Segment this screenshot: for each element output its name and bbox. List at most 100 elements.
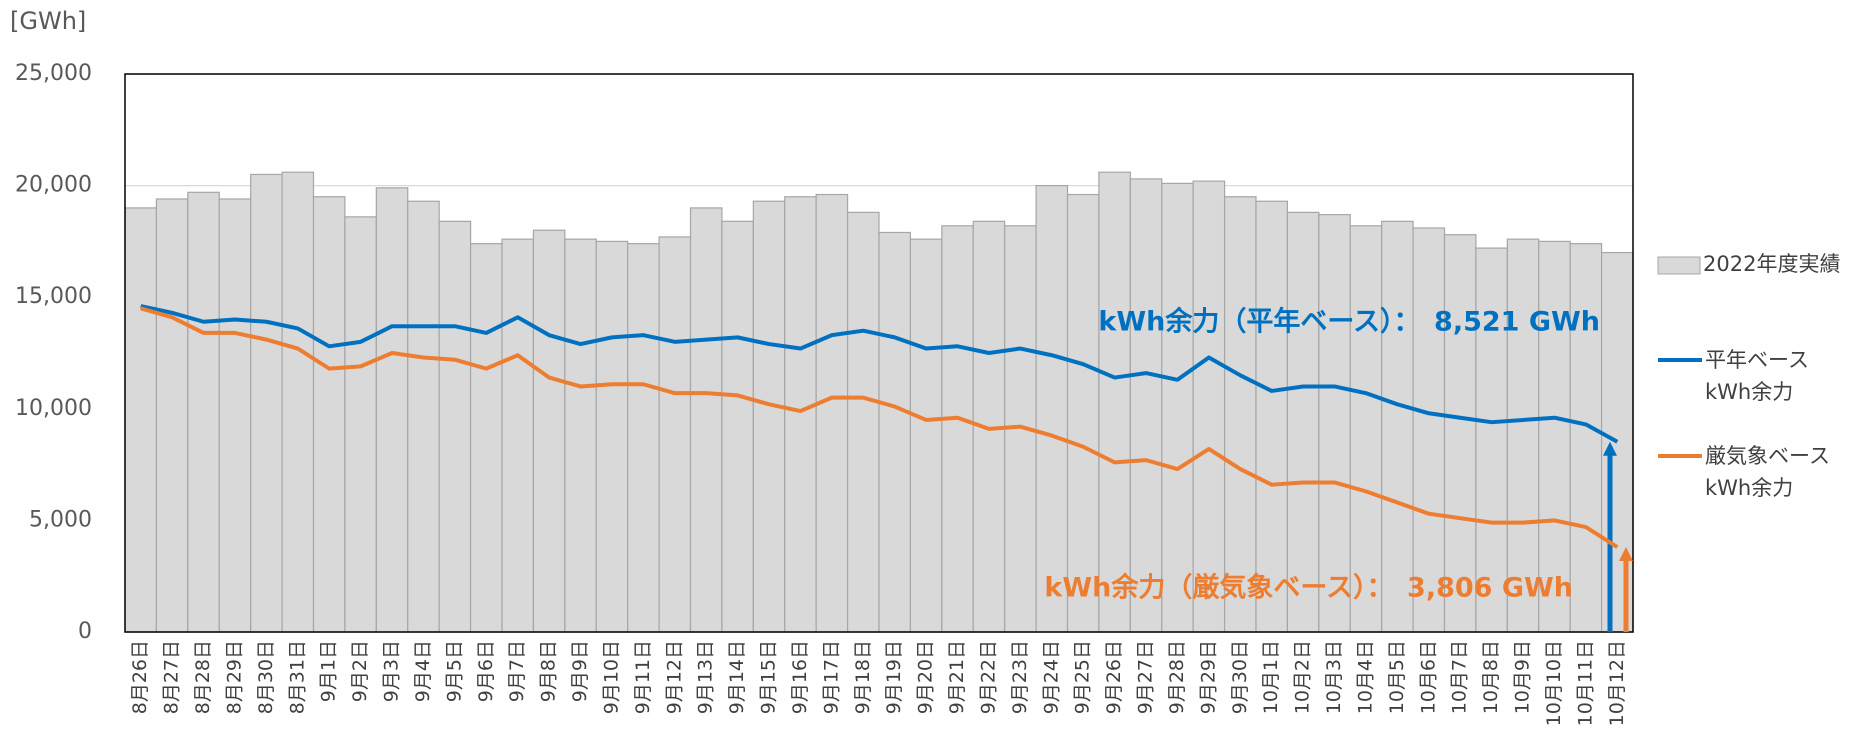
x-tick-label: 10月3日 [1323,640,1345,714]
bar [532,229,566,633]
bar [1286,211,1320,633]
legend-series: 平年ベース kWh余力 [1705,348,1809,404]
y-unit-label: [GWh] [10,7,86,35]
x-tick-label: 9月11日 [632,640,654,714]
x-tick-label: 10月5日 [1386,640,1408,714]
x-tick-label: 9月29日 [1197,640,1219,714]
x-tick-label: 9月30日 [1229,640,1251,714]
y-tick-label: 25,000 [15,61,92,86]
x-tick-label: 9月4日 [412,640,434,702]
bar [878,231,912,633]
bar [1255,200,1289,633]
plot-border [124,73,1634,633]
x-tick-label: 8月26日 [129,640,151,714]
bar [1161,182,1194,633]
bar [1098,171,1131,633]
bar [407,200,440,633]
x-tick-label: 9月27日 [1135,640,1157,714]
bar [124,207,158,633]
bar [218,198,252,633]
bar [1506,238,1540,633]
bar [595,240,629,633]
x-tick-label: 9月12日 [663,640,685,714]
x-tick-label: 9月19日 [883,640,905,714]
bar [941,225,974,633]
x-tick-label: 9月20日 [915,640,937,714]
bar [375,187,409,633]
bar [1381,220,1414,633]
x-tick-label: 10月12日 [1606,640,1628,726]
bar [501,238,535,633]
annotation: kWh余力（平年ベース）： 8,521 GWh [1098,306,1600,338]
y-tick-label: 20,000 [15,173,92,198]
x-tick-label: 9月17日 [820,640,842,714]
x-tick-label: 8月31日 [286,640,308,714]
bar [627,243,660,633]
bar [1569,243,1603,633]
x-tick-label: 9月15日 [758,640,780,714]
y-tick-label: 5,000 [29,507,92,532]
legend-series: 厳気象ベース kWh余力 [1705,444,1830,500]
x-tick-label: 9月8日 [538,640,560,702]
bar [312,196,346,633]
x-tick-label: 10月6日 [1417,640,1439,714]
bar [1192,180,1226,633]
x-tick-label: 9月14日 [726,640,748,714]
bar [155,198,189,633]
x-tick-label: 9月2日 [349,640,371,702]
x-tick-label: 10月8日 [1480,640,1502,714]
x-tick-label: 8月30日 [255,640,277,714]
y-tick-label: 15,000 [15,284,92,309]
x-tick-label: 9月7日 [506,640,528,702]
arrow-head [1603,441,1617,456]
x-tick-label: 10月10日 [1543,640,1565,726]
bar [658,236,692,633]
x-tick-label: 9月5日 [443,640,465,702]
bar [1538,240,1571,633]
bar [1412,227,1446,633]
x-tick-label: 9月16日 [789,640,811,714]
x-tick-label: 9月1日 [318,640,340,702]
x-tick-label: 9月3日 [381,640,403,702]
x-tick-label: 9月13日 [695,640,717,714]
arrow-head [1619,547,1633,562]
x-tick-label: 8月27日 [161,640,183,714]
bar [815,193,849,633]
x-tick-label: 9月28日 [1166,640,1188,714]
x-tick-label: 10月9日 [1512,640,1534,714]
bar [1129,178,1163,633]
legend-swatch [1657,256,1701,275]
y-tick-label: 10,000 [15,396,92,421]
bar [752,200,786,633]
x-tick-label: 9月10日 [600,640,622,714]
bar [469,243,503,633]
bar [784,196,817,633]
bar [1475,247,1508,633]
x-tick-label: 10月7日 [1449,640,1471,714]
bar [1349,225,1383,633]
x-tick-label: 9月22日 [977,640,999,714]
bar [846,211,880,633]
legend-bars: 2022年度実績 [1703,252,1841,276]
x-tick-label: 9月18日 [852,640,874,714]
annotation: kWh余力（厳気象ベース）： 3,806 GWh [1044,572,1573,604]
x-tick-label: 8月28日 [192,640,214,714]
line [140,306,1619,549]
bar [721,220,754,633]
line [140,304,1619,444]
bar [250,173,283,633]
bar [281,171,315,633]
x-tick-label: 10月11日 [1574,640,1596,726]
bar [438,220,472,633]
x-tick-label: 9月9日 [569,640,591,702]
bar [1066,193,1100,633]
bar [1318,214,1351,633]
x-tick-label: 9月24日 [1040,640,1062,714]
x-tick-label: 10月4日 [1354,640,1376,714]
bar [1035,185,1069,633]
x-tick-label: 9月23日 [1009,640,1031,714]
bar [344,216,377,633]
x-tick-label: 8月29日 [223,640,245,714]
